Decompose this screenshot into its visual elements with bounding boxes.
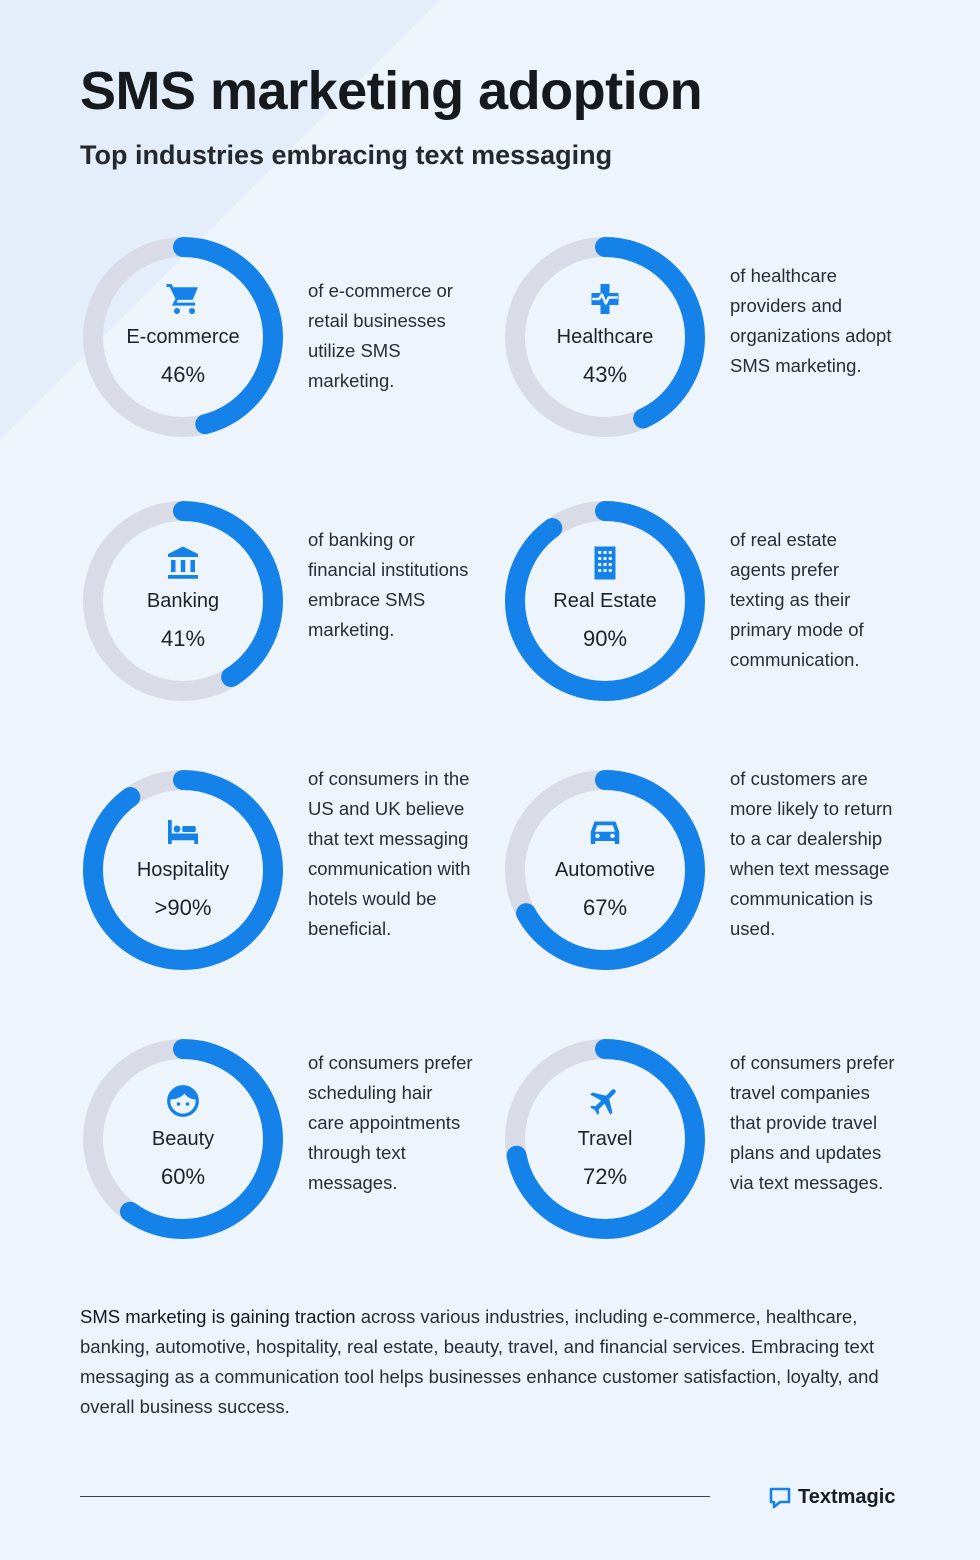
industry-percentage: 67% bbox=[582, 895, 628, 920]
industry-label: Travel bbox=[577, 1128, 633, 1150]
industry-percentage: >90% bbox=[154, 895, 212, 920]
industry-label: Beauty bbox=[151, 1128, 215, 1150]
industry-card: Hospitality >90% of consumers in the US … bbox=[80, 767, 500, 1007]
page-title: SMS marketing adoption bbox=[80, 61, 703, 121]
industry-description: of consumers prefer scheduling hair care… bbox=[308, 1052, 473, 1193]
donut-arc bbox=[505, 237, 705, 437]
industry-label: Banking bbox=[146, 590, 220, 612]
industry-percentage: 60% bbox=[160, 1164, 206, 1189]
industry-card: Automotive 67% of customers are more lik… bbox=[502, 767, 922, 1007]
summary-paragraph: SMS marketing is gaining traction across… bbox=[80, 1302, 900, 1422]
industry-description: of consumers prefer travel companies tha… bbox=[730, 1052, 895, 1193]
donut-arc bbox=[83, 770, 283, 970]
industry-description: of e-commerce or retail businesses utili… bbox=[308, 280, 453, 391]
donut-chart bbox=[505, 770, 705, 970]
industry-label: Healthcare bbox=[556, 326, 654, 348]
donut-arc bbox=[83, 501, 283, 701]
building-icon bbox=[594, 546, 616, 580]
face-icon bbox=[167, 1085, 199, 1117]
textmagic-logo-icon bbox=[769, 1487, 791, 1509]
industry-description: of consumers in the US and UK believe th… bbox=[308, 768, 471, 939]
donut-chart bbox=[83, 501, 283, 701]
industry-card: Travel 72% of consumers prefer travel co… bbox=[502, 1036, 922, 1276]
footer-divider bbox=[80, 1496, 710, 1497]
car-icon bbox=[590, 821, 620, 844]
donut-chart bbox=[505, 1039, 705, 1239]
summary-highlight: SMS marketing is gaining traction bbox=[80, 1306, 356, 1327]
industry-percentage: 90% bbox=[582, 626, 628, 651]
donut-chart bbox=[505, 237, 705, 437]
donut-chart bbox=[505, 501, 705, 701]
page-subtitle: Top industries embracing text messaging bbox=[80, 140, 613, 170]
donut-arc bbox=[505, 501, 705, 701]
industry-card: E-commerce 46% of e-commerce or retail b… bbox=[80, 234, 500, 474]
industry-label: Hospitality bbox=[136, 859, 230, 881]
industry-label: Automotive bbox=[554, 859, 656, 881]
medical-cross-icon bbox=[591, 284, 619, 314]
industry-label: E-commerce bbox=[126, 326, 240, 348]
shopping-cart-icon bbox=[166, 284, 198, 314]
industry-card: Healthcare 43% of healthcare providers a… bbox=[502, 234, 922, 474]
donut-arc bbox=[83, 237, 283, 437]
industry-card: Beauty 60% of consumers prefer schedulin… bbox=[80, 1036, 500, 1276]
industry-percentage: 43% bbox=[582, 362, 628, 387]
industry-percentage: 72% bbox=[582, 1164, 628, 1189]
bank-icon bbox=[168, 546, 198, 579]
industry-description: of banking or financial institutions emb… bbox=[308, 529, 469, 640]
industry-label: Real Estate bbox=[553, 590, 657, 612]
brand-logo: Textmagic bbox=[768, 1482, 895, 1512]
donut-chart bbox=[83, 237, 283, 437]
industry-card: Banking 41% of banking or financial inst… bbox=[80, 498, 500, 738]
donut-chart bbox=[83, 1039, 283, 1239]
brand-name: Textmagic bbox=[798, 1485, 896, 1508]
donut-arc bbox=[505, 1039, 705, 1239]
bed-icon bbox=[168, 820, 198, 844]
donut-arc bbox=[505, 770, 705, 970]
donut-chart bbox=[83, 770, 283, 970]
summary-body: across various industries, including e-c… bbox=[80, 1306, 879, 1417]
airplane-icon bbox=[590, 1089, 616, 1115]
industry-percentage: 41% bbox=[160, 626, 206, 651]
industry-percentage: 46% bbox=[160, 362, 206, 387]
donut-arc bbox=[83, 1039, 283, 1239]
industry-description: of healthcare providers and organization… bbox=[730, 265, 892, 376]
industry-card: Real Estate 90% of real estate agents pr… bbox=[502, 498, 922, 738]
industry-description: of customers are more likely to return t… bbox=[730, 768, 893, 939]
industry-description: of real estate agents prefer texting as … bbox=[730, 529, 864, 670]
